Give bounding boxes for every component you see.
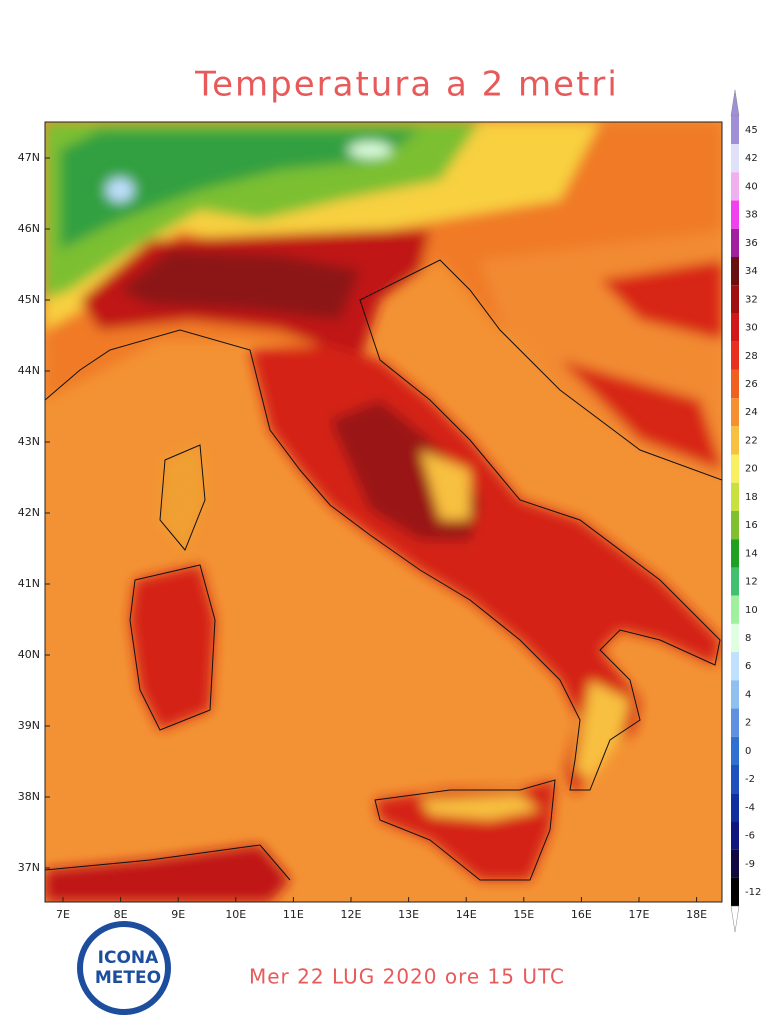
colorbar-swatch <box>731 426 739 455</box>
colorbar-swatch <box>731 313 739 342</box>
lon-label: 12E <box>341 908 362 921</box>
colorbar-label: 12 <box>745 577 758 588</box>
colorbar-label: 20 <box>745 464 758 475</box>
colorbar-label: 42 <box>745 153 758 164</box>
colorbar-label: 32 <box>745 294 758 305</box>
lon-label: 8E <box>114 908 128 921</box>
coastlines <box>45 259 722 881</box>
colorbar-label: 22 <box>745 435 758 446</box>
colorbar-label: -9 <box>745 859 755 870</box>
colorbar-label: 26 <box>745 379 758 390</box>
lon-label: 11E <box>283 908 304 921</box>
colorbar-swatch <box>731 736 739 765</box>
colorbar-label: 0 <box>745 746 751 757</box>
colorbar-label: 4 <box>745 689 751 700</box>
colorbar-swatch <box>731 567 739 596</box>
colorbar-swatch <box>731 652 739 681</box>
logo-line1: ICONA <box>98 948 159 968</box>
lat-label: 44N <box>18 364 40 377</box>
colorbar-swatch <box>731 680 739 709</box>
lat-label: 40N <box>18 648 40 661</box>
colorbar-swatch <box>731 821 739 850</box>
colorbar-swatch <box>731 200 739 229</box>
lat-label: 47N <box>18 151 40 164</box>
colorbar-swatch <box>731 482 739 511</box>
lat-label: 41N <box>18 577 40 590</box>
colorbar-label: 16 <box>745 520 758 531</box>
lat-label: 38N <box>18 790 40 803</box>
colorbar-label: -4 <box>745 802 755 813</box>
colorbar-label: 2 <box>745 718 751 729</box>
colorbar-swatch <box>731 341 739 370</box>
colorbar-label: 36 <box>745 238 758 249</box>
colorbar-swatch <box>731 257 739 286</box>
colorbar-swatch <box>731 228 739 257</box>
colorbar-swatch <box>731 454 739 483</box>
colorbar-arrow-bottom <box>730 905 740 933</box>
colorbar-swatch <box>731 172 739 201</box>
colorbar-label: 24 <box>745 407 758 418</box>
colorbar-label: -2 <box>745 774 755 785</box>
lon-label: 15E <box>513 908 534 921</box>
lat-label: 39N <box>18 719 40 732</box>
title: Temperatura a 2 metri <box>194 65 619 105</box>
colorbar-swatch <box>731 285 739 314</box>
map-frame <box>44 121 723 903</box>
colorbar-swatch <box>731 849 739 878</box>
lat-label: 45N <box>18 293 40 306</box>
lon-label: 17E <box>629 908 650 921</box>
colorbar-label: 14 <box>745 548 758 559</box>
lon-label: 18E <box>686 908 707 921</box>
colorbar-label: 45 <box>745 125 758 136</box>
lat-label: 37N <box>18 861 40 874</box>
colorbar-label: 38 <box>745 210 758 221</box>
colorbar-label: 28 <box>745 351 758 362</box>
colorbar-label: 8 <box>745 633 751 644</box>
lon-label: 7E <box>56 908 70 921</box>
colorbar-swatch <box>731 623 739 653</box>
colorbar-swatch <box>731 539 739 568</box>
lat-label: 46N <box>18 222 40 235</box>
colorbar-label: 6 <box>745 661 751 672</box>
colorbar-label: 40 <box>745 181 758 192</box>
logo: ICONA METEO <box>77 921 171 1015</box>
colorbar-label: -6 <box>745 831 755 842</box>
colorbar-swatch <box>731 369 739 399</box>
logo-line2: METEO <box>95 968 161 988</box>
colorbar-swatch <box>731 708 739 737</box>
colorbar-swatch <box>731 398 739 427</box>
temperature-field <box>45 122 722 902</box>
lon-label: 9E <box>171 908 185 921</box>
colorbar-swatch <box>731 765 739 794</box>
colorbar-label: 30 <box>745 323 758 334</box>
footer: Mer 22 LUG 2020 ore 15 UTC <box>249 965 565 989</box>
colorbar-arrow-top <box>730 89 740 117</box>
colorbar-swatch <box>731 793 739 822</box>
colorbar-label: 10 <box>745 605 758 616</box>
colorbar-label: 18 <box>745 492 758 503</box>
lon-label: 14E <box>456 908 477 921</box>
colorbar-swatch <box>731 595 739 624</box>
colorbar-label: 34 <box>745 266 758 277</box>
colorbar-swatch <box>731 511 739 540</box>
colorbar-swatch <box>731 115 739 145</box>
colorbar-swatch <box>731 144 739 173</box>
lon-label: 10E <box>225 908 246 921</box>
colorbar-swatch <box>731 877 739 907</box>
lat-label: 43N <box>18 435 40 448</box>
lon-label: 16E <box>571 908 592 921</box>
lat-label: 42N <box>18 506 40 519</box>
colorbar-label: -12 <box>745 887 761 898</box>
lon-label: 13E <box>398 908 419 921</box>
